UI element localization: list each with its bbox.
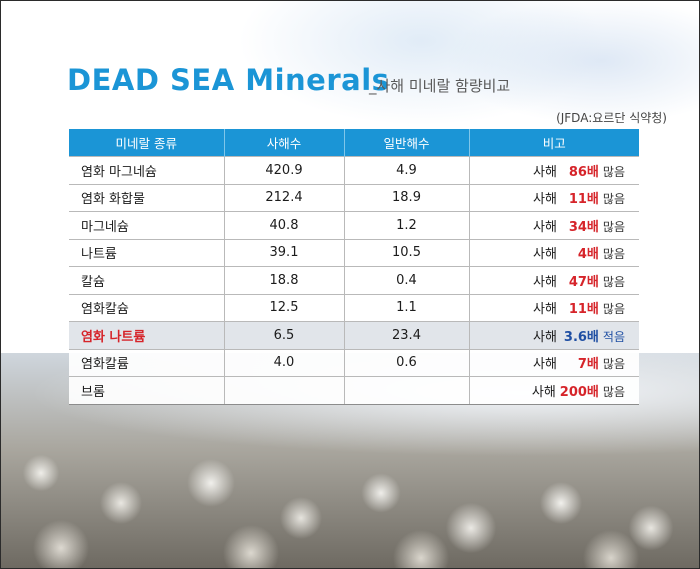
- remark-suffix: 많음: [602, 357, 625, 372]
- remark-suffix: 많음: [602, 219, 625, 234]
- remark-cell: 사해 34배 많음: [468, 211, 639, 239]
- mineral-name: 브롬: [69, 376, 224, 405]
- sea-value: 0.6: [343, 348, 469, 377]
- remark-cell: 사해 4배 많음: [468, 238, 639, 267]
- table-row: 브롬 사해 200배 많음: [69, 376, 639, 405]
- remark-prefix: 사해: [532, 219, 557, 235]
- remark-suffix: 많음: [602, 384, 625, 399]
- remark-suffix: 많음: [602, 274, 625, 289]
- remark-suffix: 많음: [602, 302, 625, 317]
- dead-sea-value: 420.9: [223, 156, 344, 184]
- dead-sea-value: 4.0: [223, 348, 344, 377]
- dead-sea-value: 212.4: [223, 183, 344, 212]
- header-dead-sea: 사해수: [223, 129, 344, 157]
- table-row: 염화 마그네슘 420.9 4.9 사해 86배 많음: [69, 156, 639, 184]
- sea-value: 4.9: [343, 156, 469, 184]
- remark-factor: 34배: [568, 219, 599, 235]
- dead-sea-value: 12.5: [223, 293, 344, 322]
- sea-value: 1.1: [343, 293, 469, 322]
- page-subtitle: _사해 미네랄 함량비교: [369, 77, 511, 95]
- remark-cell: 사해 11배 많음: [468, 183, 639, 212]
- mineral-name: 염화 화합물: [69, 183, 224, 212]
- sea-value: 18.9: [343, 183, 469, 212]
- remark-cell: 사해 11배 많음: [468, 293, 639, 322]
- mineral-name: 염화 마그네슘: [69, 156, 224, 184]
- remark-suffix: 많음: [602, 247, 625, 262]
- header-ordinary-sea: 일반해수: [343, 129, 469, 157]
- remark-prefix: 사해: [532, 192, 557, 208]
- mineral-name: 나트륨: [69, 238, 224, 267]
- mineral-comparison-table: 미네랄 종류 사해수 일반해수 비고 염화 마그네슘 420.9 4.9 사해 8…: [69, 129, 639, 405]
- table-header-row: 미네랄 종류 사해수 일반해수 비고: [69, 129, 639, 157]
- dead-sea-value: [223, 376, 344, 405]
- mineral-name: 마그네슘: [69, 211, 224, 239]
- dead-sea-value: 39.1: [223, 238, 344, 267]
- source-note: (JFDA:요르단 식약청): [556, 111, 667, 125]
- remark-cell: 사해 86배 많음: [468, 156, 639, 184]
- remark-cell: 사해 200배 많음: [468, 376, 639, 405]
- remark-suffix: 많음: [602, 164, 625, 179]
- table-row: 염화 화합물 212.4 18.9 사해 11배 많음: [69, 183, 639, 212]
- remark-factor: 3.6배: [563, 329, 599, 345]
- remark-cell: 사해 7배 많음: [468, 348, 639, 377]
- table-row: 칼슘 18.8 0.4 사해 47배 많음: [69, 266, 639, 294]
- mineral-name: 염화칼륨: [69, 348, 224, 377]
- mineral-name: 칼슘: [69, 266, 224, 294]
- remark-factor: 4배: [577, 247, 599, 263]
- remark-factor: 47배: [568, 274, 599, 290]
- sea-value: 10.5: [343, 238, 469, 267]
- remark-suffix: 적음: [602, 329, 625, 344]
- sea-value: 0.4: [343, 266, 469, 294]
- remark-prefix: 사해: [532, 247, 557, 263]
- remark-cell: 사해 3.6배 적음: [468, 321, 639, 349]
- table-row: 염화칼륨 4.0 0.6 사해 7배 많음: [69, 348, 639, 377]
- remark-cell: 사해 47배 많음: [468, 266, 639, 294]
- remark-factor: 200배: [559, 384, 599, 400]
- remark-factor: 11배: [568, 192, 599, 208]
- header-mineral-type: 미네랄 종류: [69, 129, 224, 157]
- dead-sea-value: 40.8: [223, 211, 344, 239]
- dead-sea-value: 18.8: [223, 266, 344, 294]
- remark-factor: 7배: [577, 357, 599, 373]
- remark-prefix: 사해: [532, 357, 557, 373]
- remark-factor: 86배: [568, 164, 599, 180]
- table-row: 마그네슘 40.8 1.2 사해 34배 많음: [69, 211, 639, 239]
- mineral-name: 염화칼슘: [69, 293, 224, 322]
- remark-prefix: 사해: [531, 384, 556, 400]
- mineral-name: 염화 나트륨: [69, 321, 224, 349]
- remark-prefix: 사해: [532, 164, 557, 180]
- dead-sea-value: 6.5: [223, 321, 344, 349]
- sea-value: 23.4: [343, 321, 469, 349]
- remark-suffix: 많음: [602, 192, 625, 207]
- sea-value: 1.2: [343, 211, 469, 239]
- remark-factor: 11배: [568, 302, 599, 318]
- header-remarks: 비고: [468, 129, 639, 157]
- table-row: 염화칼슘 12.5 1.1 사해 11배 많음: [69, 293, 639, 322]
- sea-value: [343, 376, 469, 405]
- remark-prefix: 사해: [532, 329, 557, 345]
- remark-prefix: 사해: [532, 274, 557, 290]
- remark-prefix: 사해: [532, 302, 557, 318]
- table-row-highlighted: 염화 나트륨 6.5 23.4 사해 3.6배 적음: [69, 321, 639, 349]
- page-title: DEAD SEA Minerals: [67, 63, 390, 97]
- table-row: 나트륨 39.1 10.5 사해 4배 많음: [69, 238, 639, 267]
